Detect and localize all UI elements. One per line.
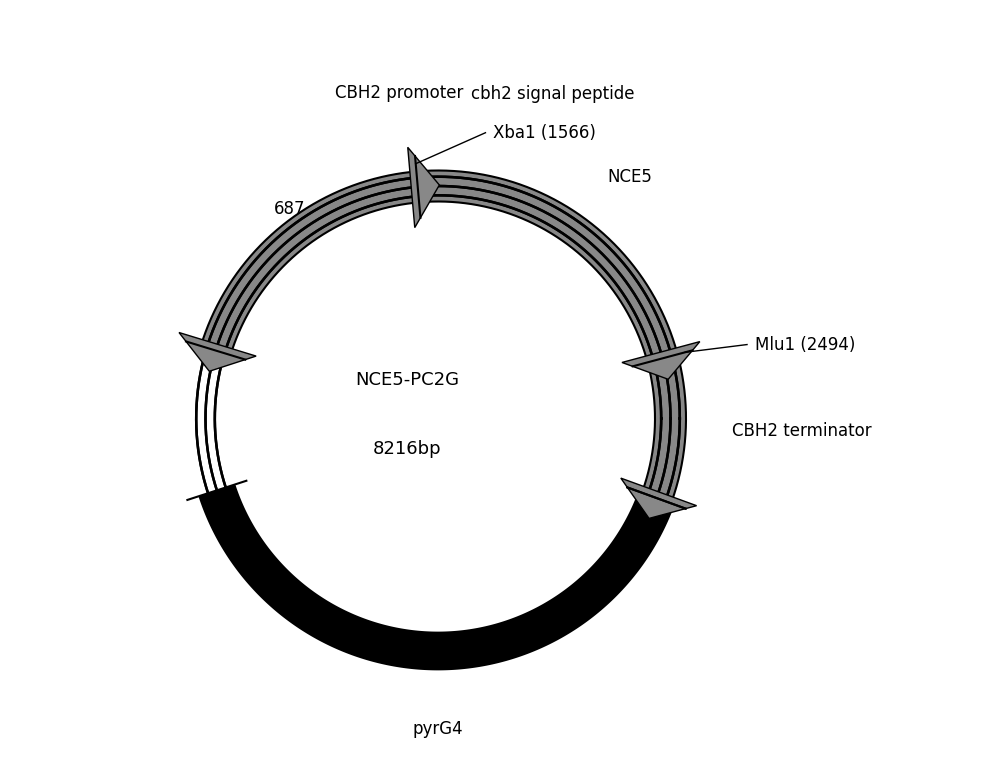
Polygon shape bbox=[198, 484, 675, 670]
Text: NCE5-PC2G: NCE5-PC2G bbox=[355, 370, 459, 389]
Text: CBH2 promoter: CBH2 promoter bbox=[335, 84, 463, 102]
Text: pyrG4: pyrG4 bbox=[413, 719, 463, 738]
Polygon shape bbox=[622, 342, 700, 379]
Text: Mlu1 (2494): Mlu1 (2494) bbox=[755, 336, 855, 353]
Text: CBH2 terminator: CBH2 terminator bbox=[732, 422, 872, 440]
Text: 8216bp: 8216bp bbox=[373, 440, 441, 459]
Polygon shape bbox=[621, 478, 697, 518]
Text: 687: 687 bbox=[274, 200, 305, 218]
Polygon shape bbox=[408, 147, 439, 228]
Text: NCE5: NCE5 bbox=[607, 168, 652, 186]
Polygon shape bbox=[416, 170, 686, 503]
Polygon shape bbox=[182, 344, 239, 498]
Text: cbh2 signal peptide: cbh2 signal peptide bbox=[471, 85, 634, 103]
Polygon shape bbox=[179, 332, 256, 371]
Polygon shape bbox=[201, 171, 419, 355]
Text: Xba1 (1566): Xba1 (1566) bbox=[493, 124, 596, 142]
